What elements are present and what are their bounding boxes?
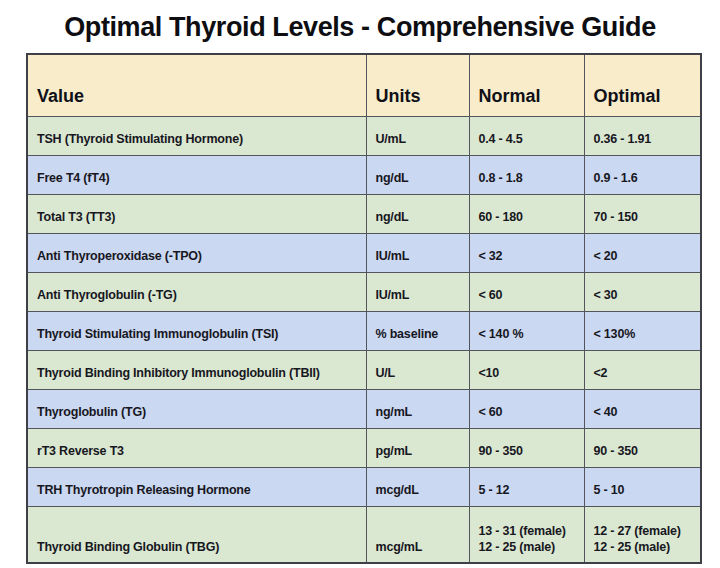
column-header-normal: Normal: [469, 54, 584, 117]
units-cell: U/L: [366, 351, 469, 390]
optimal-cell: 90 - 350: [584, 429, 701, 468]
value-cell: Thyroid Stimulating Immunoglobulin (TSI): [27, 312, 366, 351]
normal-cell: 0.8 - 1.8: [469, 156, 584, 195]
table-row: Anti Thyroglobulin (-TG)IU/mL< 60< 30: [27, 273, 701, 312]
optimal-cell: <2: [584, 351, 701, 390]
optimal-cell: 5 - 10: [584, 468, 701, 507]
optimal-cell: 12 - 27 (female) 12 - 25 (male): [584, 507, 701, 563]
table-body: TSH (Thyroid Stimulating Hormone)U/mL0.4…: [27, 117, 701, 563]
column-header-units: Units: [366, 54, 469, 117]
normal-cell: 13 - 31 (female) 12 - 25 (male): [469, 507, 584, 563]
optimal-cell: < 40: [584, 390, 701, 429]
value-cell: Thyroglobulin (TG): [27, 390, 366, 429]
table-row: Total T3 (TT3)ng/dL60 - 18070 - 150: [27, 195, 701, 234]
value-cell: Anti Thyroglobulin (-TG): [27, 273, 366, 312]
page: { "title": "Optimal Thyroid Levels - Com…: [0, 0, 720, 568]
table-row: Thyroid Stimulating Immunoglobulin (TSI)…: [27, 312, 701, 351]
normal-cell: 0.4 - 4.5: [469, 117, 584, 156]
value-cell: Anti Thyroperoxidase (-TPO): [27, 234, 366, 273]
value-cell: TRH Thyrotropin Releasing Hormone: [27, 468, 366, 507]
normal-cell: 90 - 350: [469, 429, 584, 468]
units-cell: U/mL: [366, 117, 469, 156]
optimal-cell: < 30: [584, 273, 701, 312]
normal-cell: < 60: [469, 273, 584, 312]
units-cell: mcg/mL: [366, 507, 469, 563]
units-cell: IU/mL: [366, 273, 469, 312]
table-header-row: Value Units Normal Optimal: [27, 54, 701, 117]
optimal-cell: 0.36 - 1.91: [584, 117, 701, 156]
units-cell: % baseline: [366, 312, 469, 351]
normal-cell: < 32: [469, 234, 584, 273]
units-cell: ng/mL: [366, 390, 469, 429]
normal-cell: <10: [469, 351, 584, 390]
optimal-cell: 0.9 - 1.6: [584, 156, 701, 195]
value-cell: Thyroid Binding Globulin (TBG): [27, 507, 366, 563]
column-header-value: Value: [27, 54, 366, 117]
value-cell: Thyroid Binding Inhibitory Immunoglobuli…: [27, 351, 366, 390]
table-row: Free T4 (fT4)ng/dL0.8 - 1.80.9 - 1.6: [27, 156, 701, 195]
page-title: Optimal Thyroid Levels - Comprehensive G…: [0, 12, 720, 43]
table-row: Thyroid Binding Inhibitory Immunoglobuli…: [27, 351, 701, 390]
value-cell: rT3 Reverse T3: [27, 429, 366, 468]
table-row: Thyroid Binding Globulin (TBG)mcg/mL13 -…: [27, 507, 701, 563]
optimal-cell: < 130%: [584, 312, 701, 351]
table-row: Thyroglobulin (TG)ng/mL< 60< 40: [27, 390, 701, 429]
normal-cell: 60 - 180: [469, 195, 584, 234]
normal-cell: < 140 %: [469, 312, 584, 351]
table-row: rT3 Reverse T3pg/mL90 - 35090 - 350: [27, 429, 701, 468]
table-row: TSH (Thyroid Stimulating Hormone)U/mL0.4…: [27, 117, 701, 156]
units-cell: ng/dL: [366, 156, 469, 195]
optimal-cell: < 20: [584, 234, 701, 273]
column-header-optimal: Optimal: [584, 54, 701, 117]
units-cell: mcg/dL: [366, 468, 469, 507]
value-cell: Total T3 (TT3): [27, 195, 366, 234]
table-row: TRH Thyrotropin Releasing Hormonemcg/dL5…: [27, 468, 701, 507]
units-cell: IU/mL: [366, 234, 469, 273]
value-cell: TSH (Thyroid Stimulating Hormone): [27, 117, 366, 156]
units-cell: ng/dL: [366, 195, 469, 234]
normal-cell: 5 - 12: [469, 468, 584, 507]
thyroid-levels-table: Value Units Normal Optimal TSH (Thyroid …: [26, 53, 702, 564]
value-cell: Free T4 (fT4): [27, 156, 366, 195]
normal-cell: < 60: [469, 390, 584, 429]
table-row: Anti Thyroperoxidase (-TPO)IU/mL< 32< 20: [27, 234, 701, 273]
optimal-cell: 70 - 150: [584, 195, 701, 234]
units-cell: pg/mL: [366, 429, 469, 468]
